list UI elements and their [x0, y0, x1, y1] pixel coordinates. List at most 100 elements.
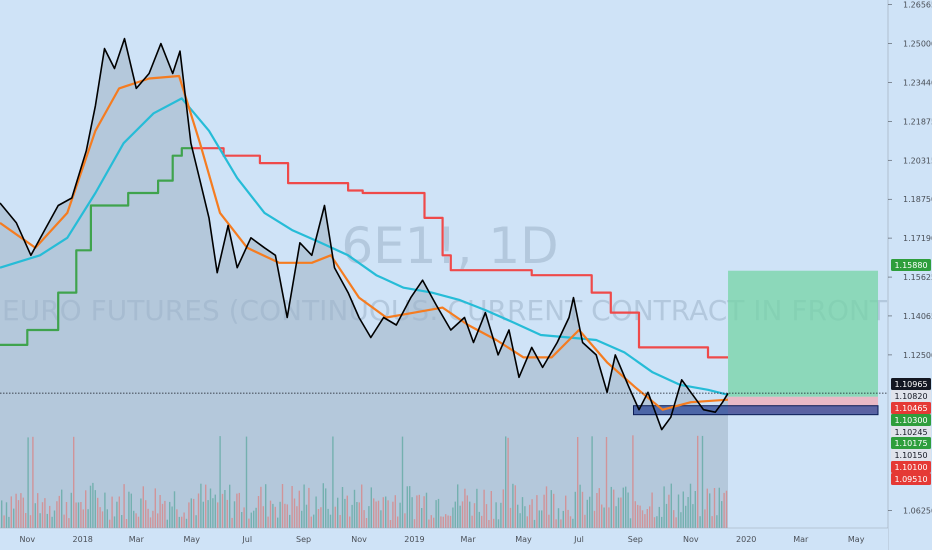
- volume-bar: [493, 518, 495, 528]
- price-tick-label: 1.15625: [903, 273, 932, 282]
- volume-bar: [709, 493, 711, 528]
- price-axis-tag-label: 1.15880: [894, 261, 927, 270]
- volume-bar: [325, 488, 327, 528]
- price-tick-label: 1.06250: [903, 507, 932, 516]
- volume-bar: [265, 484, 267, 528]
- volume-bar: [147, 508, 149, 528]
- profit-target-zone[interactable]: [728, 270, 879, 397]
- volume-bar: [461, 501, 464, 528]
- volume-bar: [193, 498, 195, 528]
- volume-bar: [281, 484, 284, 528]
- volume-bar: [601, 504, 603, 528]
- volume-bar: [449, 515, 452, 528]
- volume-bar: [399, 502, 401, 528]
- volume-bar: [562, 510, 564, 528]
- price-axis-tag-label: 1.10965: [894, 380, 927, 389]
- volume-bar: [675, 517, 677, 528]
- volume-bar: [593, 510, 596, 528]
- volume-bar: [445, 514, 447, 528]
- volume-bar: [197, 493, 200, 528]
- slow-ma-line: [0, 97, 729, 396]
- volume-bar: [409, 486, 411, 528]
- price-axis-tag: [891, 378, 931, 390]
- volume-bar: [219, 436, 221, 528]
- volume-bar: [502, 489, 504, 528]
- volume-bar: [543, 494, 545, 528]
- volume-bar: [68, 518, 70, 528]
- volume-bar: [116, 501, 118, 528]
- volume-bar: [15, 493, 17, 528]
- price-tick-label: 1.17190: [903, 234, 932, 243]
- volume-bar: [466, 495, 468, 528]
- volume-bar: [610, 486, 612, 528]
- price-axis-tag-label: 1.10150: [894, 451, 927, 460]
- volume-bar: [243, 507, 245, 528]
- volume-bar: [704, 509, 706, 528]
- volume-bar: [485, 504, 488, 528]
- volume-bar: [392, 501, 394, 528]
- volume-bar: [620, 497, 622, 528]
- volume-bar: [291, 486, 293, 528]
- volume-bar: [517, 504, 519, 528]
- price-axis-tag-label: 1.10245: [894, 428, 927, 437]
- volume-bar: [548, 514, 550, 528]
- volume-bar: [615, 506, 617, 528]
- volume-bar: [140, 498, 142, 528]
- time-tick-label: Mar: [129, 535, 145, 544]
- price-axis-tag-label: 1.10465: [894, 404, 927, 413]
- volume-bar: [680, 512, 682, 528]
- volume-bar: [411, 497, 413, 528]
- volume-bar: [377, 500, 380, 528]
- volume-bar: [46, 513, 48, 528]
- volume-bar: [152, 510, 154, 528]
- price-tick-label: 1.20315: [903, 156, 932, 165]
- time-tick-label: Jul: [573, 535, 584, 544]
- volume-bar: [34, 503, 36, 528]
- volume-bar: [375, 501, 377, 528]
- volume-bar: [495, 502, 497, 528]
- volume-bar: [437, 498, 440, 528]
- volume-histogram: [1, 435, 728, 528]
- volume-bar: [8, 516, 10, 528]
- volume-bar: [433, 517, 435, 528]
- volume-bar: [337, 497, 339, 528]
- volume-bar: [567, 509, 569, 528]
- volume-bar: [236, 493, 238, 528]
- volume-bar: [670, 483, 672, 528]
- volume-bar: [41, 502, 44, 528]
- volume-bar: [190, 498, 192, 528]
- volume-bar: [106, 509, 108, 528]
- volume-bar: [428, 519, 430, 528]
- volume-bar: [130, 493, 132, 528]
- volume-bar: [589, 496, 591, 528]
- volume-bar: [207, 500, 209, 528]
- volume-bar: [627, 492, 629, 528]
- volume-bar: [229, 484, 231, 528]
- volume-bar: [721, 501, 723, 528]
- volume-bar: [413, 519, 416, 528]
- volume-bar: [416, 495, 418, 528]
- volume-bar: [596, 493, 598, 528]
- volume-bar: [272, 503, 274, 528]
- volume-bar: [3, 515, 5, 528]
- volume-bar: [553, 493, 555, 528]
- volume-bar: [339, 515, 341, 528]
- volume-bar: [178, 516, 180, 528]
- volume-bar: [111, 496, 113, 528]
- volume-bar: [293, 498, 296, 528]
- volume-bar: [233, 501, 236, 528]
- time-tick-label: May: [515, 535, 532, 544]
- time-tick-label: Nov: [19, 535, 35, 544]
- volume-bar: [183, 512, 185, 528]
- volume-bar: [692, 504, 694, 528]
- volume-bar: [473, 503, 476, 528]
- support-range-box[interactable]: [633, 405, 879, 416]
- volume-bar: [505, 436, 507, 528]
- volume-bar: [166, 519, 168, 528]
- volume-bar: [286, 504, 288, 528]
- volume-bar: [545, 486, 548, 528]
- volume-bar: [32, 436, 34, 528]
- price-axis-tag: [891, 426, 931, 438]
- volume-bar: [555, 519, 557, 528]
